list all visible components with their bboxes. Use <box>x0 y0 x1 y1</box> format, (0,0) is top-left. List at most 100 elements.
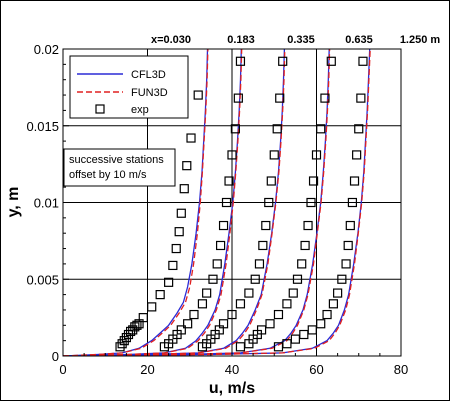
legend-box <box>69 55 189 119</box>
station-label: 0.335 <box>287 34 315 46</box>
exp-point <box>356 93 366 103</box>
x-tick-label: 40 <box>225 362 239 377</box>
exp-point <box>212 259 222 269</box>
exp-point <box>303 220 313 231</box>
exp-point <box>147 302 157 312</box>
exp-point <box>182 161 192 171</box>
exp-point <box>174 227 184 237</box>
exp-point <box>171 243 181 254</box>
exp-point <box>316 319 326 329</box>
x-tick-label: 80 <box>394 362 408 377</box>
exp-point <box>132 320 142 330</box>
station-label: 1.250 m <box>400 34 441 46</box>
exp-point <box>233 93 243 103</box>
exp-point <box>164 277 174 287</box>
legend-exp-marker <box>95 104 105 114</box>
x-tick-label: 0 <box>59 362 66 377</box>
station-label: 0.183 <box>227 34 255 46</box>
exp-point <box>215 240 226 251</box>
exp-point <box>322 309 332 320</box>
y-tick-label: 0.005 <box>26 272 59 287</box>
exp-point <box>244 288 254 298</box>
exp-point <box>337 274 347 284</box>
fun3d-line <box>63 49 371 356</box>
exp-point <box>208 274 218 284</box>
exp-point <box>269 150 279 160</box>
exp-point <box>258 240 268 251</box>
exp-point <box>272 124 282 134</box>
y-tick-label: 0.01 <box>34 196 59 211</box>
ticks: 0 20 40 60 80 0 0.005 0.01 0.015 0.02 <box>26 42 408 377</box>
exp-point <box>300 240 310 251</box>
exp-point <box>227 309 237 320</box>
exp-point <box>138 313 148 323</box>
exp-point <box>278 56 288 66</box>
exp-point <box>358 56 368 66</box>
fun3d-line <box>63 49 286 356</box>
exp-point <box>221 197 232 208</box>
exp-point <box>227 150 237 160</box>
exp-point <box>256 325 267 335</box>
exp-point <box>265 319 275 329</box>
exp-point <box>328 299 338 309</box>
x-axis-label: u, m/s <box>209 380 255 397</box>
exp-point <box>176 208 186 218</box>
exp-point <box>311 150 322 160</box>
exp-point <box>168 260 178 271</box>
exp-point <box>230 124 240 134</box>
exp-point <box>299 329 309 340</box>
station-labels: x=0.030 0.183 0.335 0.635 1.250 m <box>151 34 440 46</box>
exp-point <box>290 334 300 344</box>
exp-point <box>197 299 208 309</box>
exp-point <box>189 309 199 320</box>
exp-point <box>341 259 351 269</box>
exp-point <box>307 325 317 335</box>
exp-point <box>264 197 274 208</box>
exp-point <box>345 220 355 231</box>
exp-point <box>320 93 330 103</box>
legend-cfl3d-label: CFL3D <box>131 69 166 81</box>
exp-point <box>316 124 326 134</box>
exp-point <box>235 56 246 66</box>
exp-point <box>176 325 186 335</box>
exp-point <box>224 176 234 186</box>
exp-point <box>273 309 284 320</box>
annotation-line-1: successive stations <box>69 154 164 166</box>
exp-point <box>333 288 343 298</box>
exp-point <box>202 288 212 298</box>
exp-point <box>352 150 362 160</box>
y-tick-label: 0.015 <box>26 119 59 134</box>
exp-point <box>297 259 307 269</box>
exp-point <box>193 90 203 100</box>
exp-point <box>347 197 358 208</box>
y-tick-label: 0.02 <box>34 42 59 57</box>
exp-point <box>282 299 292 309</box>
fun3d-line <box>63 49 331 356</box>
station-label: x=0.030 <box>151 34 191 46</box>
fun3d-line <box>63 49 243 356</box>
exp-point <box>186 133 196 143</box>
legend: CFL3D FUN3D exp <box>69 55 189 119</box>
exp-point <box>254 259 265 269</box>
exp-point <box>343 240 353 251</box>
exp-point <box>354 124 364 134</box>
exp-point <box>183 319 193 329</box>
exp-point <box>235 342 246 352</box>
exp-point <box>235 299 246 309</box>
legend-fun3d-label: FUN3D <box>131 87 168 99</box>
fun3d-line <box>63 49 209 356</box>
y-axis-label: y, m <box>5 187 22 218</box>
x-tick-label: 20 <box>140 362 154 377</box>
exp-point <box>155 290 165 300</box>
annotation-box <box>63 148 176 187</box>
exp-point <box>275 93 285 103</box>
exp-point <box>306 197 316 208</box>
exp-point <box>288 288 298 298</box>
exp-point <box>308 176 319 186</box>
exp-point <box>250 274 260 284</box>
series-layer <box>63 49 371 356</box>
y-tick-label: 0 <box>52 349 59 364</box>
annotation-line-2: offset by 10 m/s <box>69 169 147 181</box>
exp-point <box>326 56 336 66</box>
